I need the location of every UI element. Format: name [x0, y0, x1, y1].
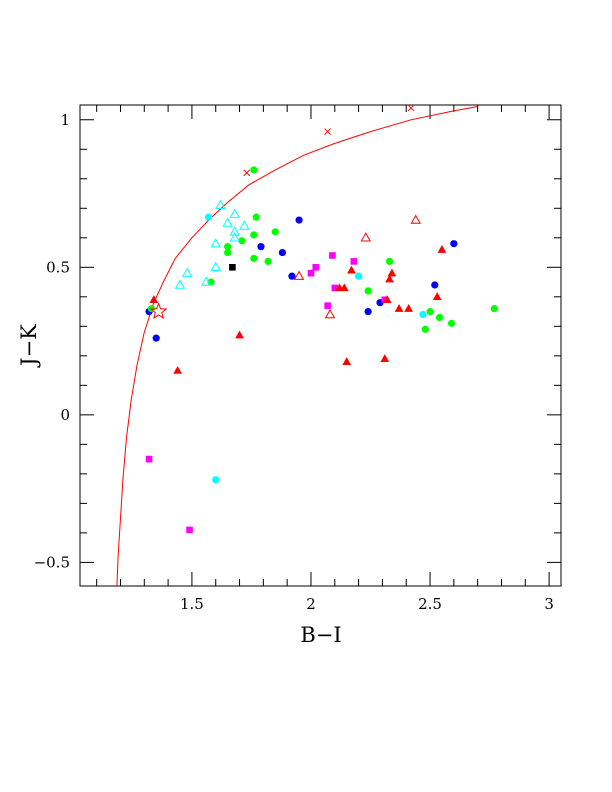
cyan-open-triangle-point: [229, 232, 240, 242]
green-filled-circle-point: [490, 305, 498, 313]
magenta-filled-square-point: [312, 264, 320, 271]
green-filled-circle-point: [435, 313, 444, 322]
cyan-open-triangle-point: [229, 208, 240, 218]
tick-labels: 1.5 2 2.5 3 −0.5 0 0.5 1: [34, 111, 554, 613]
black-filled-square-point: [229, 264, 236, 271]
red-open-triangle-point: [410, 214, 421, 224]
curve-cross-marker: [324, 128, 331, 135]
green-filled-circle-point: [224, 248, 232, 257]
magenta-filled-square-point: [307, 269, 315, 277]
x-tick-label: 1.5: [180, 595, 204, 613]
blue-filled-circle-point: [295, 216, 303, 224]
blue-filled-circle-point: [278, 248, 287, 257]
red-open-triangle-point: [293, 270, 305, 280]
cyan-filled-circle-point: [354, 272, 363, 280]
red-filled-triangle-point: [173, 365, 182, 374]
red-filled-triangle-point: [380, 354, 390, 362]
green-filled-circle-point: [421, 325, 429, 333]
green-filled-circle-point: [426, 307, 434, 316]
cyan-open-triangle-point: [229, 226, 240, 236]
magenta-filled-square-point: [186, 526, 193, 534]
y-tick-label: 0: [60, 406, 70, 424]
blue-filled-circle-point: [288, 272, 296, 280]
axis-ticks: [80, 105, 561, 586]
red-filled-triangle-point: [339, 283, 349, 292]
magenta-filled-square-point: [145, 455, 153, 463]
y-tick-label: −0.5: [34, 553, 70, 571]
red-filled-triangle-point: [437, 244, 447, 253]
green-filled-circle-point: [447, 319, 456, 327]
red-filled-triangle-point: [342, 357, 352, 365]
red-filled-triangle-point: [382, 295, 392, 303]
blue-filled-circle-point: [152, 334, 160, 342]
x-tick-label: 3: [544, 595, 554, 613]
red-filled-triangle-point: [404, 304, 413, 312]
blue-filled-circle-point: [431, 281, 439, 289]
cyan-open-triangle-point: [174, 279, 186, 289]
red-filled-triangle-point: [385, 274, 394, 283]
curve-cross-marker: [243, 169, 251, 177]
curve-cross-marker: [407, 104, 415, 112]
cyan-open-triangle-point: [200, 276, 212, 286]
cyan-filled-circle-point: [204, 213, 213, 221]
cyan-open-triangle-point: [239, 220, 250, 230]
green-filled-circle-point: [207, 278, 215, 286]
red-filled-triangle-point: [387, 268, 397, 277]
green-filled-circle-point: [250, 231, 258, 239]
x-axis-title: B−I: [300, 623, 341, 647]
red-filled-triangle-point: [432, 292, 442, 301]
red-filled-triangle-point: [235, 330, 244, 339]
green-filled-circle-point: [250, 254, 258, 263]
cyan-open-triangle-point: [181, 267, 193, 277]
blue-filled-circle-point: [364, 307, 372, 316]
cyan-open-triangle-point: [222, 217, 233, 227]
data-points: [145, 166, 498, 534]
blue-filled-circle-point: [450, 240, 458, 248]
green-filled-circle-point: [271, 228, 279, 236]
plot-frame: [79, 104, 562, 587]
red-filled-triangle-point: [347, 265, 356, 274]
blue-filled-circle-point: [257, 243, 265, 251]
red-open-triangle-point: [360, 232, 371, 242]
x-tick-label: 2.5: [418, 595, 442, 613]
cyan-open-triangle-point: [210, 238, 221, 248]
red-open-star-point: [149, 302, 168, 320]
model-curve-line: [116, 106, 478, 587]
green-filled-circle-point: [364, 287, 372, 295]
green-filled-circle-point: [385, 257, 394, 265]
green-filled-circle-point: [264, 257, 272, 265]
cyan-filled-circle-point: [419, 310, 427, 319]
cyan-open-triangle-point: [215, 199, 226, 210]
magenta-filled-square-point: [350, 258, 358, 265]
y-tick-label: 1: [60, 111, 70, 129]
green-filled-circle-point: [224, 243, 232, 251]
magenta-filled-square-point: [331, 284, 339, 292]
model-curve: [116, 104, 478, 587]
y-tick-label: 0.5: [46, 258, 70, 276]
red-filled-triangle-point: [149, 295, 159, 303]
cyan-open-triangle-point: [210, 261, 221, 272]
green-filled-circle-point: [238, 237, 246, 245]
red-open-triangle-point: [324, 308, 336, 319]
red-filled-triangle-point: [394, 304, 404, 312]
x-tick-label: 2: [306, 595, 316, 613]
green-filled-circle-point: [250, 166, 258, 174]
magenta-filled-square-point: [324, 302, 331, 309]
magenta-filled-square-point: [329, 252, 336, 259]
y-axis-title: J−K: [17, 324, 41, 368]
cyan-filled-circle-point: [212, 476, 220, 484]
green-filled-circle-point: [252, 213, 260, 221]
